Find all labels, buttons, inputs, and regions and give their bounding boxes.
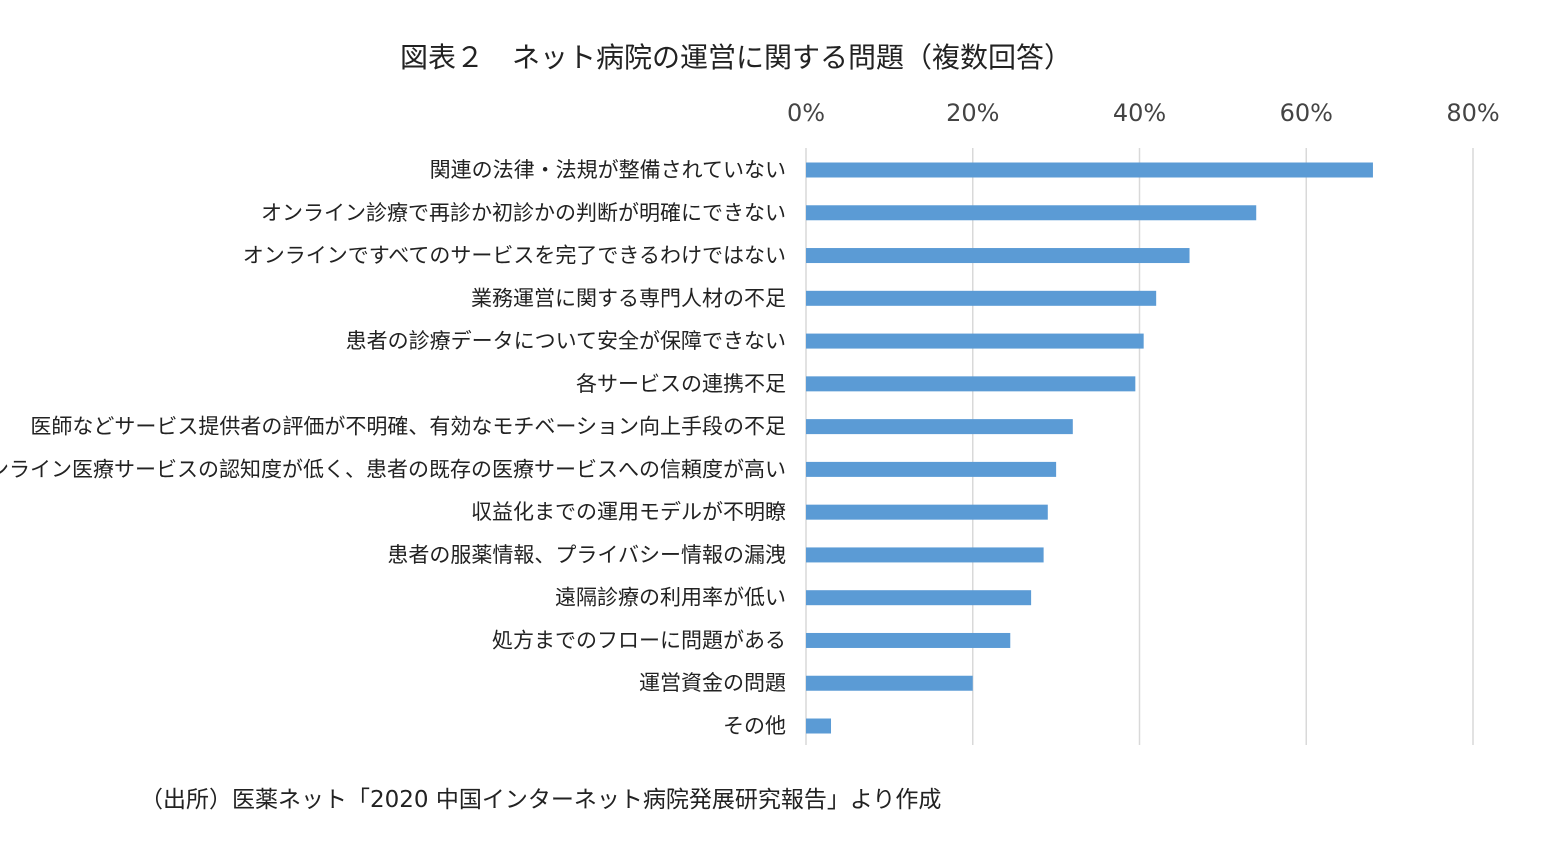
bar — [806, 590, 1032, 606]
bar — [806, 248, 1190, 264]
category-label: その他 — [723, 714, 786, 738]
bar — [806, 718, 832, 734]
bar — [806, 205, 1257, 221]
bar — [806, 504, 1048, 520]
category-label: オンラインですべてのサービスを完了できるわけではない — [243, 244, 786, 268]
bar — [806, 376, 1136, 392]
category-label: オンライン診療で再診か初診かの判断が明確にできない — [261, 201, 786, 225]
category-label: オンライン医療サービスの認知度が低く、患者の既存の医療サービスへの信頼度が高い — [0, 457, 786, 481]
bar — [806, 333, 1144, 349]
category-label: 収益化までの運用モデルが不明瞭 — [471, 500, 786, 524]
category-label: 各サービスの連携不足 — [576, 372, 786, 396]
bar — [806, 547, 1044, 563]
category-label: 患者の服薬情報、プライバシー情報の漏洩 — [387, 543, 786, 567]
bar — [806, 162, 1373, 178]
category-label: 医師などサービス提供者の評価が不明確、有効なモチベーション向上手段の不足 — [30, 415, 786, 439]
category-label: 遠隔診療の利用率が低い — [555, 586, 786, 610]
bar — [806, 632, 1011, 648]
chart-title: 図表２ ネット病院の運営に関する問題（複数回答） — [400, 41, 1073, 74]
category-label: 患者の診療データについて安全が保障できない — [346, 329, 786, 353]
category-label: 業務運営に関する専門人材の不足 — [471, 286, 786, 310]
category-label: 関連の法律・法規が整備されていない — [430, 158, 786, 182]
bar — [806, 675, 973, 691]
x-tick-label: 80% — [1446, 99, 1499, 127]
bar — [806, 419, 1073, 435]
category-label: 運営資金の問題 — [639, 671, 786, 695]
x-tick-label: 0% — [787, 99, 825, 127]
x-tick-label: 60% — [1280, 99, 1333, 127]
x-tick-label: 20% — [946, 99, 999, 127]
category-label: 処方までのフローに問題がある — [492, 628, 786, 652]
x-tick-label: 40% — [1113, 99, 1166, 127]
bar — [806, 461, 1057, 477]
bar — [806, 290, 1157, 306]
source-note: （出所）医薬ネット「2020 中国インターネット病院発展研究報告」より作成 — [140, 787, 942, 813]
